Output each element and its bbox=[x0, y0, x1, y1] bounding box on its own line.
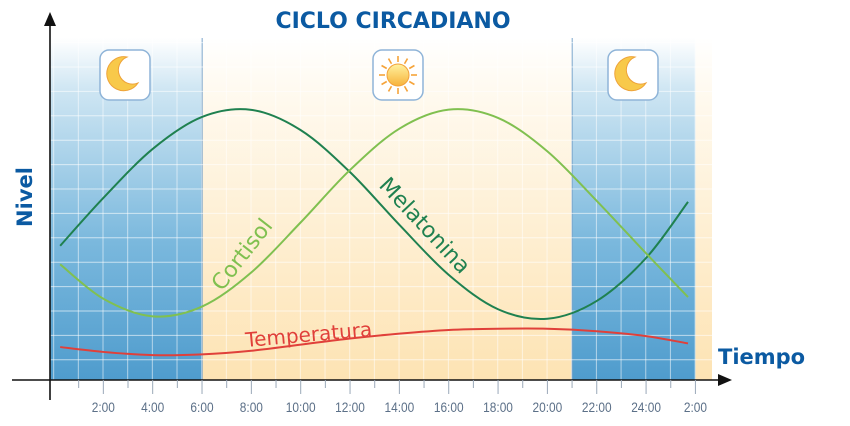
x-tick-label: 2:00 bbox=[92, 399, 115, 415]
x-tick-label: 10:00 bbox=[286, 399, 316, 415]
sun-ray bbox=[408, 80, 415, 86]
x-tick-label: 14:00 bbox=[384, 399, 414, 415]
series-line-temperatura bbox=[60, 327, 689, 357]
x-tick-label: 6:00 bbox=[190, 399, 213, 415]
x-tick-label: 18:00 bbox=[483, 399, 513, 415]
y-axis-arrow-icon bbox=[44, 12, 56, 26]
sun-ray bbox=[387, 85, 393, 92]
y-axis-label: Nivel bbox=[13, 167, 37, 227]
x-tick-label: 2:00 bbox=[684, 399, 707, 415]
x-tick-label: 16:00 bbox=[434, 399, 464, 415]
chart-title: CICLO CIRCADIANO bbox=[275, 9, 510, 34]
moon-shape bbox=[614, 56, 648, 92]
x-axis-arrow-icon bbox=[718, 374, 732, 386]
x-tick-label: 22:00 bbox=[582, 399, 612, 415]
sun-ray bbox=[387, 58, 393, 65]
sun-ray bbox=[403, 85, 409, 92]
sun-ray bbox=[381, 80, 388, 86]
x-tick-label: 24:00 bbox=[631, 399, 661, 415]
x-axis-label: Tiempo bbox=[718, 345, 805, 369]
sun-ray bbox=[403, 58, 409, 65]
moon-icon bbox=[607, 49, 659, 101]
series-line-melatonina bbox=[59, 108, 689, 321]
sun-icon bbox=[372, 49, 424, 101]
sun-disc bbox=[386, 63, 410, 87]
sun-ray bbox=[381, 64, 388, 70]
series-line-cortisol bbox=[59, 108, 689, 318]
sun-ray bbox=[408, 64, 415, 70]
x-tick-label: 12:00 bbox=[335, 399, 365, 415]
x-tick-label: 20:00 bbox=[533, 399, 563, 415]
moon-icon bbox=[99, 49, 151, 101]
x-tick-label: 4:00 bbox=[141, 399, 164, 415]
x-tick-label: 8:00 bbox=[240, 399, 263, 415]
moon-shape bbox=[106, 56, 140, 92]
